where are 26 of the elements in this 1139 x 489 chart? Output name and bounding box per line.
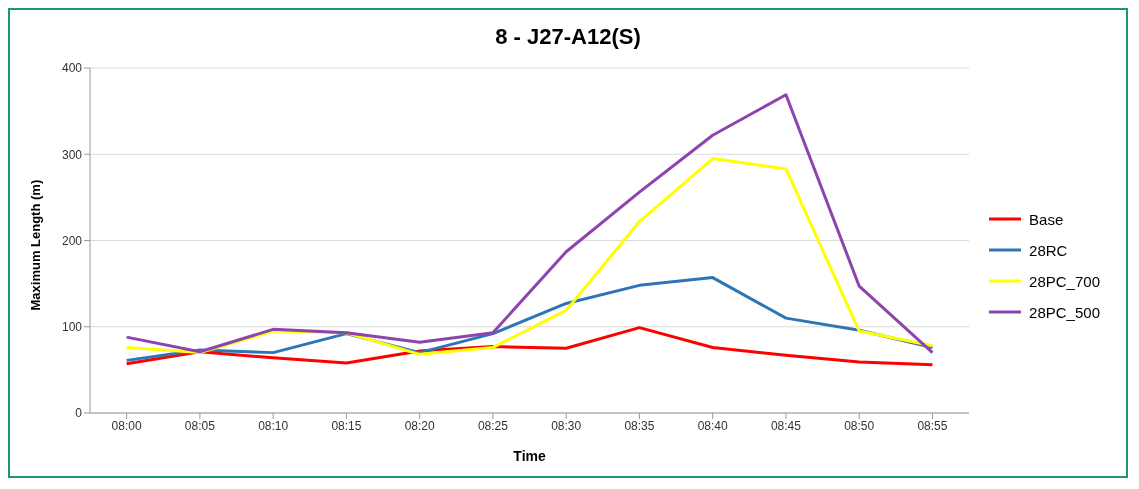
x-tick-label: 08:20	[404, 418, 435, 433]
x-tick-label: 08:35	[624, 418, 655, 433]
legend-label: 28PC_500	[1029, 303, 1100, 321]
x-tick-label: 08:40	[697, 418, 729, 433]
x-tick-label: 08:00	[111, 418, 142, 433]
y-tick-label: 400	[61, 61, 83, 76]
x-axis-title: Time	[513, 448, 546, 464]
y-tick-label: 0	[75, 406, 83, 421]
x-tick-label: 08:30	[551, 418, 582, 433]
legend-label: 28PC_700	[1029, 272, 1100, 290]
x-tick-label: 08:05	[184, 418, 216, 433]
y-axis-title: Maximum Length (m)	[27, 179, 43, 311]
line-series	[125, 326, 934, 367]
x-tick-label: 08:25	[477, 418, 509, 433]
y-tick-label: 100	[61, 320, 83, 335]
x-tick-label: 08:45	[770, 418, 802, 433]
x-tick-label: 08:55	[917, 418, 948, 433]
x-tick-label: 08:15	[331, 418, 362, 433]
x-tick-label: 08:50	[844, 418, 875, 433]
y-tick-label: 300	[61, 147, 83, 162]
legend-label: 28RC	[1029, 241, 1068, 259]
y-tick-label: 200	[61, 233, 83, 248]
line-series	[125, 93, 934, 355]
x-tick-label: 08:10	[258, 418, 289, 433]
legend-label: Base	[1029, 210, 1064, 228]
chart-title: 8 - J27-A12(S)	[494, 24, 642, 51]
